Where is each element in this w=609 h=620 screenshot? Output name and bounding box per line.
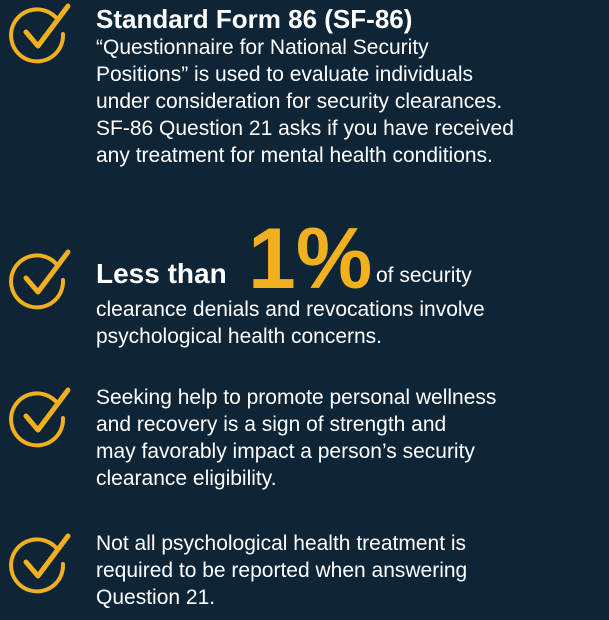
item-text: Seeking help to promote personal wellnes… [96, 384, 496, 492]
body-line: may favorably impact a person’s security [96, 440, 475, 463]
item-title: Standard Form 86 (SF-86) [96, 4, 413, 34]
body-line: under consideration for security clearan… [96, 90, 503, 113]
body-line: required to be reported when answering [96, 559, 468, 582]
check-icon [9, 249, 71, 310]
item-text: Less than 1% of security clearance denials … [96, 216, 485, 350]
body-line: clearance eligibility. [96, 467, 277, 490]
body-line: and recovery is a sign of strength and [96, 413, 447, 436]
body-line: psychological health concerns. [96, 325, 383, 348]
tail-text: of security [376, 264, 472, 287]
body-line: “Questionnaire for National Security [96, 36, 429, 59]
body-line: Question 21. [96, 586, 216, 609]
highlight-number: 1% [248, 211, 373, 307]
body-line: clearance denials and revocations involv… [96, 298, 485, 321]
body-line: SF-86 Question 21 asks if you have recei… [96, 117, 514, 140]
item-text: Standard Form 86 (SF-86) “Questionnaire f… [96, 4, 514, 169]
body-line: Not all psychological health treatment i… [96, 532, 467, 555]
body-line: any treatment for mental health conditio… [96, 144, 493, 167]
check-icon [9, 533, 71, 594]
check-icon [9, 387, 71, 448]
item-text: Not all psychological health treatment i… [96, 530, 467, 611]
body-line: Positions” is used to evaluate individua… [96, 63, 474, 86]
lead-text: Less than [96, 258, 227, 289]
check-icon [9, 3, 71, 64]
lead-row: Less than 1% of security [96, 216, 485, 302]
body-line: Seeking help to promote personal wellnes… [96, 386, 497, 409]
